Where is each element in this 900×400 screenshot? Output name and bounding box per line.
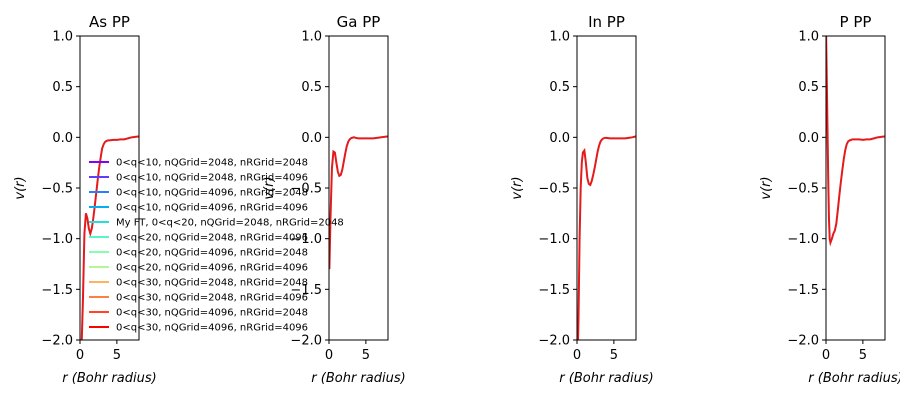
y-axis-label: v(r) (510, 176, 525, 199)
y-tick-label: 0.5 (798, 80, 819, 95)
y-tick-label: −2.0 (787, 334, 819, 349)
y-tick-label: 0.0 (301, 131, 322, 146)
series-line (329, 135, 388, 270)
legend-entry: 0<q<30, nQGrid=4096, nRGrid=2048 (89, 308, 308, 319)
y-tick-label: 0.0 (798, 131, 819, 146)
legend-label: 0<q<10, nQGrid=2048, nRGrid=2048 (116, 158, 308, 169)
x-tick-label: 5 (859, 348, 867, 363)
y-axis-label: v(r) (13, 176, 28, 199)
legend-entry: 0<q<10, nQGrid=4096, nRGrid=2048 (89, 188, 308, 199)
legend-entry: 0<q<10, nQGrid=2048, nRGrid=4096 (89, 173, 308, 184)
x-axis-label: r (Bohr radius) (62, 371, 156, 386)
y-tick-label: 1.0 (549, 30, 570, 45)
y-tick-label: 1.0 (52, 30, 73, 45)
y-tick-label: 1.0 (798, 30, 819, 45)
legend-entry: 0<q<30, nQGrid=2048, nRGrid=2048 (89, 278, 308, 289)
subplot-title: In PP (588, 13, 625, 31)
y-tick-label: −2.0 (538, 334, 570, 349)
subplot-title: P PP (840, 13, 872, 31)
y-tick-label: −1.0 (290, 232, 322, 247)
legend-entry: 0<q<30, nQGrid=4096, nRGrid=4096 (89, 323, 308, 334)
x-tick-label: 5 (362, 348, 370, 363)
y-tick-label: −0.5 (290, 182, 322, 197)
subplot-2: −2.0 −1.5 −1.0 −0.5 0.0 0.5 1.0 0 5 In PP r (Bohr … (510, 13, 654, 386)
subplot-0: −2.0 −1.5 −1.0 −0.5 0.0 0.5 1.0 0 5 As PP r (Bohr … (13, 13, 157, 386)
y-tick-label: −0.5 (787, 182, 819, 197)
y-tick-label: −2.0 (41, 334, 73, 349)
x-tick-label: 0 (76, 348, 84, 363)
legend-label: 0<q<10, nQGrid=4096, nRGrid=2048 (116, 188, 308, 199)
y-axis-label: v(r) (262, 176, 277, 199)
y-tick-label: 0.0 (52, 131, 73, 146)
legend-entry: 0<q<20, nQGrid=4096, nRGrid=4096 (89, 263, 308, 274)
legend-label: 0<q<30, nQGrid=2048, nRGrid=4096 (116, 293, 308, 304)
axes-frame (328, 35, 389, 341)
x-tick-label: 5 (113, 348, 121, 363)
series-line (826, 36, 885, 247)
y-tick-label: 1.0 (301, 30, 322, 45)
series-line (577, 135, 636, 340)
y-tick-label: 0.5 (549, 80, 570, 95)
y-tick-label: −0.5 (538, 182, 570, 197)
legend: 0<q<10, nQGrid=2048, nRGrid=2048 0<q<10, … (89, 158, 344, 334)
y-tick-label: 0.5 (52, 80, 73, 95)
legend-label: 0<q<30, nQGrid=4096, nRGrid=2048 (116, 308, 308, 319)
x-tick-label: 0 (325, 348, 333, 363)
y-tick-label: 0.5 (301, 80, 322, 95)
y-tick-label: −1.5 (290, 283, 322, 298)
x-tick-label: 0 (822, 348, 830, 363)
legend-entry: 0<q<20, nQGrid=4096, nRGrid=2048 (89, 248, 308, 259)
legend-entry: 0<q<10, nQGrid=2048, nRGrid=2048 (89, 158, 308, 169)
legend-entry: 0<q<10, nQGrid=4096, nRGrid=4096 (89, 203, 308, 214)
legend-entry: 0<q<20, nQGrid=2048, nRGrid=4096 (89, 233, 308, 244)
axes-frame (576, 35, 637, 341)
legend-entry: 0<q<30, nQGrid=2048, nRGrid=4096 (89, 293, 308, 304)
x-tick-label: 5 (610, 348, 618, 363)
legend-label: My FT, 0<q<20, nQGrid=2048, nRGrid=2048 (116, 218, 344, 229)
subplot-title: Ga PP (337, 13, 381, 31)
x-axis-label: r (Bohr radius) (311, 371, 405, 386)
y-tick-label: −1.5 (41, 283, 73, 298)
y-tick-label: −2.0 (290, 334, 322, 349)
legend-entry: My FT, 0<q<20, nQGrid=2048, nRGrid=2048 (89, 218, 344, 229)
x-tick-label: 0 (573, 348, 581, 363)
y-axis-label: v(r) (759, 176, 774, 199)
legend-label: 0<q<20, nQGrid=2048, nRGrid=4096 (116, 233, 308, 244)
y-tick-label: −0.5 (41, 182, 73, 197)
y-tick-label: −1.0 (538, 232, 570, 247)
legend-label: 0<q<10, nQGrid=2048, nRGrid=4096 (116, 173, 308, 184)
y-tick-label: −1.5 (538, 283, 570, 298)
axes-frame (825, 35, 886, 341)
legend-label: 0<q<30, nQGrid=4096, nRGrid=4096 (116, 323, 308, 334)
legend-label: 0<q<30, nQGrid=2048, nRGrid=2048 (116, 278, 308, 289)
legend-label: 0<q<20, nQGrid=4096, nRGrid=4096 (116, 263, 308, 274)
y-tick-label: 0.0 (549, 131, 570, 146)
series-line (80, 135, 139, 340)
legend-label: 0<q<10, nQGrid=4096, nRGrid=4096 (116, 203, 308, 214)
legend-label: 0<q<20, nQGrid=4096, nRGrid=2048 (116, 248, 308, 259)
y-tick-label: −1.0 (787, 232, 819, 247)
subplot-title: As PP (89, 13, 130, 31)
subplot-3: −2.0 −1.5 −1.0 −0.5 0.0 0.5 1.0 0 5 P PP r (Bohr r… (759, 13, 900, 386)
subplot-1: −2.0 −1.5 −1.0 −0.5 0.0 0.5 1.0 0 5 Ga PP r (Bohr … (262, 13, 406, 386)
x-axis-label: r (Bohr radius) (559, 371, 653, 386)
y-tick-label: −1.5 (787, 283, 819, 298)
y-tick-label: −1.0 (41, 232, 73, 247)
x-axis-label: r (Bohr radius) (808, 371, 900, 386)
